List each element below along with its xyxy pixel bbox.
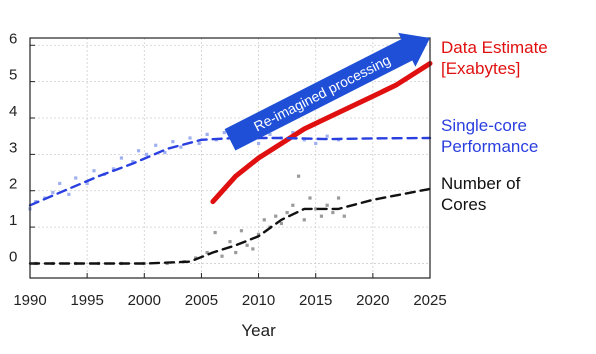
y-tick-label: 3 — [9, 139, 17, 156]
x-tick-label: 1990 — [13, 292, 46, 309]
scatter-point-single-core — [51, 190, 55, 195]
scatter-point-cores — [319, 214, 324, 218]
series-labels: Data Estimate [Exabytes] Single-core Perfor… — [441, 38, 548, 214]
scatter-point-cores — [331, 210, 335, 215]
x-tick-label: 2015 — [299, 292, 332, 309]
scatter-point-cores — [256, 232, 261, 236]
scatter-point-single-core — [188, 136, 192, 140]
scatter-point-cores — [296, 174, 301, 178]
scatter-point-cores — [205, 250, 209, 255]
scatter-point-single-core — [314, 141, 318, 146]
x-tick-label: 2000 — [128, 292, 161, 309]
scatter-point-single-core — [197, 141, 201, 146]
y-tick-label: 4 — [9, 103, 17, 120]
scatter-point-single-core — [222, 130, 226, 135]
scatter-point-cores — [251, 247, 255, 251]
scatter-point-single-core — [111, 167, 116, 171]
x-tick-label: 1995 — [70, 292, 103, 309]
scatter-points — [28, 130, 346, 266]
scatter-point-single-core — [131, 160, 135, 164]
scatter-point-single-core — [163, 150, 167, 155]
scatter-point-single-core — [67, 192, 71, 196]
scatter-point-single-core — [325, 134, 329, 138]
scatter-point-single-core — [119, 156, 124, 160]
scatter-point-single-core — [136, 149, 141, 153]
annotation-arrow: Re-imagined processing — [224, 32, 430, 151]
scatter-point-single-core — [179, 145, 183, 149]
scatter-point-cores — [285, 210, 289, 215]
y-tick-label: 1 — [9, 212, 17, 229]
scatter-point-cores — [302, 218, 306, 222]
scatter-point-single-core — [74, 176, 78, 180]
scatter-point-cores — [245, 243, 249, 247]
scatter-point-single-core — [58, 181, 62, 186]
x-axis-ticks: 1990 1995 2000 2005 2010 2015 2020 2025 — [13, 273, 447, 309]
scatter-point-cores — [262, 218, 266, 222]
y-tick-label: 2 — [9, 176, 17, 193]
scatter-point-single-core — [291, 130, 295, 135]
scatter-point-cores — [213, 230, 217, 235]
plot-frame — [29, 37, 431, 279]
scatter-point-cores — [274, 214, 278, 218]
scatter-point-cores — [279, 221, 284, 226]
x-axis-title: Year — [241, 321, 276, 340]
scatter-point-cores — [234, 250, 238, 255]
scatter-point-single-core — [256, 141, 261, 146]
scatter-point-single-core — [85, 181, 89, 186]
scatter-point-cores — [314, 207, 318, 211]
series-line — [28, 136, 432, 207]
series-label: Number of — [441, 174, 521, 193]
scatter-point-single-core — [154, 143, 158, 147]
series-line — [210, 61, 433, 205]
x-tick-label: 2005 — [185, 292, 218, 309]
series-lines — [28, 61, 433, 265]
y-tick-label: 5 — [9, 67, 17, 84]
scatter-point-cores — [220, 254, 224, 258]
scatter-point-cores — [291, 203, 295, 207]
scatter-point-cores — [325, 203, 329, 207]
scatter-point-cores — [342, 214, 346, 218]
scatter-point-cores — [239, 229, 244, 233]
series-label: [Exabytes] — [441, 59, 520, 78]
scatter-point-cores — [308, 196, 312, 200]
scatter-point-single-core — [171, 140, 175, 144]
series-label: Cores — [441, 195, 486, 214]
y-tick-label: 6 — [9, 30, 17, 47]
x-tick-label: 2020 — [356, 292, 389, 309]
scatter-point-single-core — [268, 132, 272, 136]
x-tick-label: 2025 — [413, 292, 446, 309]
series-line — [28, 187, 432, 265]
scatter-point-single-core — [205, 132, 209, 136]
series-label: Single-core — [441, 116, 527, 135]
scatter-point-cores — [336, 196, 341, 200]
scatter-point-single-core — [92, 169, 96, 173]
annotation-arrow-shape — [224, 32, 430, 151]
y-tick-label: 0 — [9, 248, 17, 265]
scatter-point-single-core — [144, 152, 149, 156]
series-label: Performance — [441, 137, 538, 156]
scatter-point-single-core — [302, 138, 306, 142]
scatter-point-cores — [194, 256, 198, 260]
scatter-point-cores — [228, 240, 232, 244]
series-label: Data Estimate — [441, 38, 548, 57]
x-tick-label: 2010 — [242, 292, 275, 309]
y-axis-ticks: 0 1 2 3 4 5 6 — [9, 30, 35, 265]
